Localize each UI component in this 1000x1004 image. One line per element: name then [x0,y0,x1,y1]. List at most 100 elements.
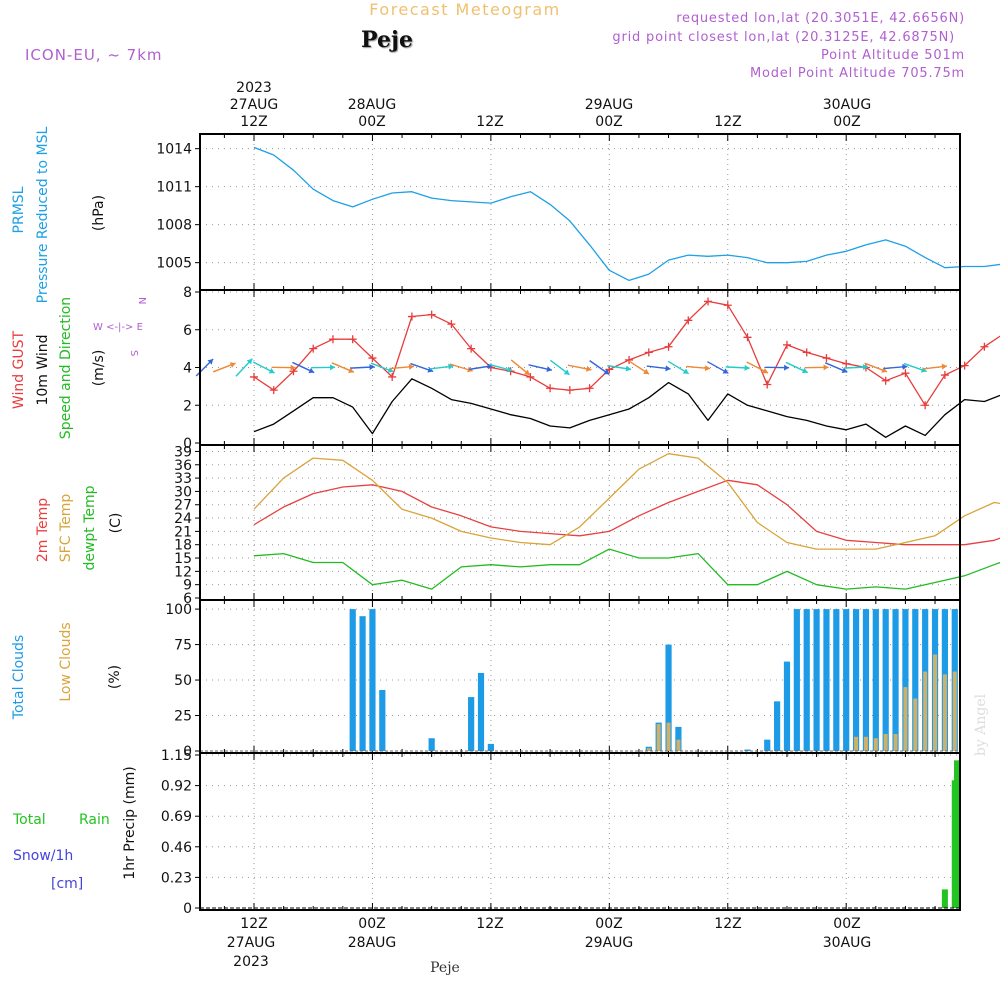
low-cloud-bar [854,737,858,751]
low-cloud-bar [923,672,927,751]
bottom-tick-00z-2: 00Z [595,916,622,932]
bottom-tick-00z-3: 00Z [833,916,860,932]
low-cloud-bar [894,734,898,751]
label-celsius: (C) [108,513,124,534]
total-cloud-bar [478,673,484,751]
y-tick-label: 2 [183,398,192,414]
bottom-time-labels: 12Z 27AUG 2023 00Z 28AUG 12Z 00Z 29AUG 1… [227,916,872,970]
top-date-30aug: 30AUG [823,97,872,113]
bottom-date-29aug: 29AUG [585,935,634,951]
low-cloud-bar [676,740,680,751]
total-cloud-bar [794,609,800,751]
label-pressure-msl: Pressure Reduced to MSL [35,126,51,303]
bottom-tick-00z-1: 00Z [358,916,385,932]
plot-area [200,134,960,290]
total-cloud-bar [804,609,810,751]
y-tick-label: 0.46 [161,840,192,856]
y-tick-label: 0 [183,901,192,917]
low-cloud-bar [953,672,957,751]
y-tick-label: 8 [183,285,192,301]
info-requested: requested lon,lat (20.3051E, 42.6656N) [676,11,965,26]
label-10m-wind: 10m Wind [35,334,51,405]
total-cloud-bar [843,609,849,751]
total-cloud-bar [823,609,829,751]
compass-west-east: W <-|-> E [93,322,143,333]
bottom-tick-12z-1: 12Z [240,916,267,932]
top-tick-00z-1: 00Z [358,114,385,130]
total-cloud-bar [429,738,435,751]
y-tick-label: 39 [174,444,192,460]
total-cloud-bar [379,690,385,751]
low-cloud-bar [903,687,907,751]
top-tick-00z-2: 00Z [595,114,622,130]
y-tick-label: 0.69 [161,809,192,825]
top-time-labels: 2023 27AUG 12Z 28AUG 00Z 12Z 29AUG 00Z 1… [230,80,872,130]
bottom-date-30aug: 30AUG [823,935,872,951]
y-tick-label: 1011 [156,180,192,196]
compass-south: S [128,350,139,356]
label-speed-direction: Speed and Direction [58,297,74,439]
y-tick-label: 75 [174,638,192,654]
label-sfc-temp: SFC Temp [58,494,74,563]
low-cloud-bar [874,738,878,751]
top-tick-00z-3: 00Z [833,114,860,130]
y-tick-label: 0.23 [161,870,192,886]
plot-area [200,753,960,910]
info-point-alt: Point Altitude 501m [821,48,965,63]
compass-icon: N W <-|-> E S [93,297,147,356]
total-cloud-bar [764,740,770,751]
model-name: ICON-EU, ~ 7km [25,46,163,64]
y-tick-label: 4 [183,361,192,377]
low-cloud-bar [884,734,888,751]
top-title: Forecast Meteogram [369,0,560,19]
station-title: Peje [361,27,413,53]
label-dewpt-temp: dewpt Temp [82,485,98,570]
label-rain: Rain [79,812,110,828]
top-date-28aug: 28AUG [348,97,397,113]
total-cloud-bar [892,609,898,751]
label-wind-gust: Wind GUST [11,330,27,409]
label-low-clouds: Low Clouds [58,622,74,701]
top-year: 2023 [236,80,272,96]
info-model-alt: Model Point Altitude 705.75m [750,66,965,81]
compass-north: N [136,297,147,304]
y-tick-label: 1014 [156,142,192,158]
y-tick-label: 100 [165,602,192,618]
top-date-27aug: 27AUG [230,97,279,113]
low-cloud-bar [657,724,661,751]
low-cloud-bar [667,723,671,751]
top-tick-12z-2: 12Z [476,114,503,130]
total-cloud-bar [873,609,879,751]
total-cloud-bar [468,697,474,751]
y-tick-label: 1.15 [161,748,192,764]
total-cloud-bar [784,662,790,751]
rain-bar [942,889,948,908]
low-cloud-bar [943,674,947,751]
total-cloud-bar [774,701,780,751]
low-cloud-bar [913,698,917,751]
label-ms: (m/s) [91,350,107,387]
low-cloud-bar [864,737,868,751]
footer-station: Peje [430,960,460,976]
bottom-tick-12z-3: 12Z [714,916,741,932]
total-cloud-bar [488,744,494,751]
label-total-clouds: Total Clouds [11,635,27,720]
total-cloud-bar [833,609,839,751]
y-tick-label: 1005 [156,256,192,272]
total-cloud-bar [369,609,375,751]
total-cloud-bar [350,609,356,751]
bottom-tick-12z-2: 12Z [476,916,503,932]
info-grid: grid point closest lon,lat (20.3125E, 42… [612,30,955,45]
label-prmsl: PRMSL [11,186,27,233]
watermark: by Angel [973,693,989,756]
label-total: Total [12,812,46,828]
label-2m-temp: 2m Temp [35,498,51,562]
total-cloud-bar [853,609,859,751]
y-tick-label: 25 [174,709,192,725]
precipitation-panel: 00.230.460.690.921.15 [161,748,960,917]
